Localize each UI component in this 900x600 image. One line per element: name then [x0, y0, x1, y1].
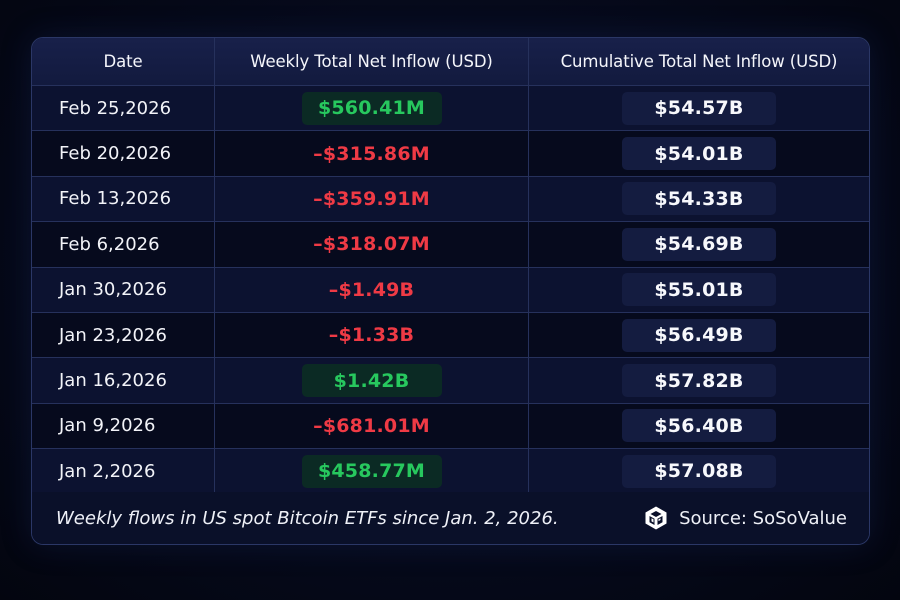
weekly-inflow-cell: –$318.07M — [215, 222, 529, 267]
positive-inflow-value: $1.42B — [301, 364, 442, 398]
weekly-inflow-cell: $1.42B — [215, 358, 529, 403]
cumulative-inflow-cell: $56.40B — [529, 404, 869, 448]
cumulative-inflow-cell: $54.33B — [529, 177, 869, 221]
weekly-inflow-cell: –$315.86M — [215, 131, 529, 176]
weekly-inflow-cell: –$1.49B — [215, 267, 529, 312]
table-row: Jan 30,2026 –$1.49B $55.01B — [32, 267, 869, 313]
date-cell: Jan 9,2026 — [32, 403, 215, 449]
table-row: Feb 25,2026 $560.41M $54.57B — [32, 86, 869, 132]
sosovalue-cube-logo-icon — [645, 506, 667, 530]
negative-inflow-value: –$681.01M — [313, 414, 430, 437]
table-footer: Weekly flows in US spot Bitcoin ETFs sin… — [32, 492, 869, 544]
weekly-inflow-cell: $458.77M — [215, 449, 529, 494]
cumulative-inflow-value: $56.40B — [622, 409, 776, 443]
table-header-row: Date Weekly Total Net Inflow (USD) Cumul… — [32, 38, 869, 86]
header-date: Date — [32, 38, 215, 85]
negative-inflow-value: –$359.91M — [313, 187, 430, 210]
cumulative-inflow-value: $57.82B — [622, 364, 776, 398]
table-row: Feb 13,2026 –$359.91M $54.33B — [32, 176, 869, 223]
source-attribution: Source: SoSoValue — [643, 505, 847, 531]
negative-inflow-value: –$1.49B — [328, 278, 415, 301]
cumulative-inflow-value: $54.01B — [622, 137, 776, 171]
table-row: Jan 9,2026 –$681.01M $56.40B — [32, 403, 869, 450]
date-cell: Jan 30,2026 — [32, 267, 215, 312]
date-cell: Feb 6,2026 — [32, 222, 215, 267]
etf-flows-table-card: Date Weekly Total Net Inflow (USD) Cumul… — [31, 37, 870, 545]
cumulative-inflow-value: $57.08B — [622, 454, 776, 488]
date-cell: Jan 16,2026 — [32, 358, 215, 403]
table-row: Feb 20,2026 –$315.86M $54.01B — [32, 131, 869, 177]
weekly-inflow-cell: –$681.01M — [215, 403, 529, 449]
date-cell: Jan 2,2026 — [32, 449, 215, 494]
negative-inflow-value: –$318.07M — [313, 233, 430, 256]
cumulative-inflow-cell: $54.57B — [529, 86, 869, 130]
positive-inflow-value: $458.77M — [301, 454, 442, 488]
positive-inflow-value: $560.41M — [301, 91, 442, 125]
header-weekly-net-inflow: Weekly Total Net Inflow (USD) — [215, 38, 529, 85]
weekly-inflow-cell: –$359.91M — [215, 176, 529, 222]
negative-inflow-value: –$315.86M — [313, 142, 430, 165]
date-cell: Feb 25,2026 — [32, 86, 215, 131]
negative-inflow-value: –$1.33B — [328, 324, 415, 347]
table-row: Jan 23,2026 –$1.33B $56.49B — [32, 312, 869, 359]
header-cumulative-net-inflow: Cumulative Total Net Inflow (USD) — [560, 52, 838, 71]
cumulative-inflow-cell: $54.01B — [529, 131, 869, 175]
cumulative-inflow-cell: $55.01B — [529, 268, 869, 312]
cumulative-inflow-cell: $57.08B — [529, 449, 869, 493]
date-cell: Feb 20,2026 — [32, 131, 215, 176]
table-row: Feb 6,2026 –$318.07M $54.69B — [32, 222, 869, 268]
cumulative-inflow-value: $56.49B — [622, 318, 776, 352]
cumulative-inflow-value: $54.33B — [622, 182, 776, 216]
source-label: Source: SoSoValue — [679, 507, 847, 529]
weekly-inflow-cell: –$1.33B — [215, 312, 529, 358]
cumulative-inflow-cell: $54.69B — [529, 222, 869, 266]
cumulative-inflow-value: $54.57B — [622, 91, 776, 125]
table-row: Jan 16,2026 $1.42B $57.82B — [32, 358, 869, 404]
cumulative-inflow-cell: $57.82B — [529, 358, 869, 402]
table-body: Feb 25,2026 $560.41M $54.57B Feb 20,2026 –$3… — [32, 86, 869, 495]
cumulative-inflow-cell: $56.49B — [529, 313, 869, 357]
cumulative-inflow-value: $54.69B — [622, 227, 776, 261]
table-row: Jan 2,2026 $458.77M $57.08B — [32, 449, 869, 495]
footer-caption: Weekly flows in US spot Bitcoin ETFs sin… — [56, 507, 559, 529]
date-cell: Feb 13,2026 — [32, 176, 215, 222]
weekly-inflow-cell: $560.41M — [215, 86, 529, 131]
cumulative-inflow-value: $55.01B — [622, 273, 776, 307]
date-cell: Jan 23,2026 — [32, 312, 215, 358]
